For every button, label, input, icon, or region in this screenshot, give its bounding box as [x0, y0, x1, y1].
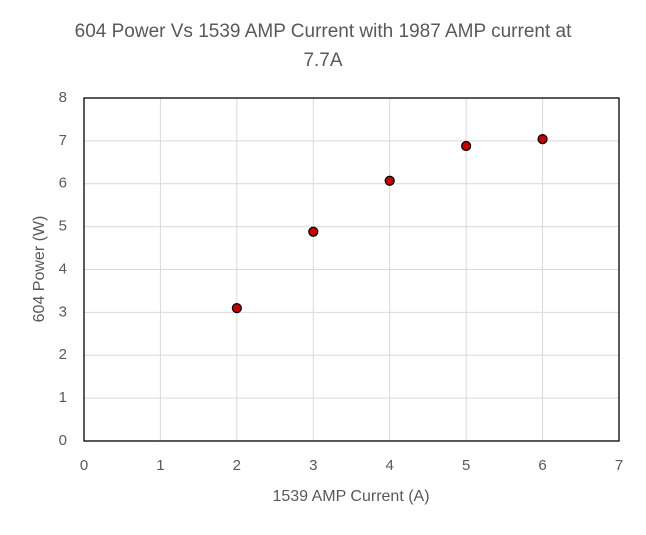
x-tick-label: 4: [386, 457, 394, 474]
data-point: [308, 226, 319, 237]
y-axis-label: 604 Power (W): [31, 216, 48, 323]
x-tick-label: 0: [80, 457, 88, 474]
data-point: [537, 134, 548, 145]
data-point: [461, 140, 472, 152]
data-point: [384, 175, 395, 186]
x-tick-label: 2: [233, 457, 241, 474]
plot-border: [83, 97, 620, 442]
y-tick-label: 7: [59, 132, 67, 149]
y-tick-label: 6: [59, 175, 67, 192]
data-point: [231, 302, 242, 314]
x-tick-label: 1: [156, 457, 164, 474]
y-tick-label: 0: [59, 432, 67, 449]
y-tick-label: 1: [59, 389, 67, 406]
y-tick-label: 8: [59, 89, 67, 106]
y-tick-label: 4: [59, 260, 67, 277]
x-tick-label: 6: [538, 457, 546, 474]
chart-title: 604 Power Vs 1539 AMP Current with 1987 …: [74, 21, 572, 71]
x-tick-label: 7: [615, 457, 623, 474]
y-tick-label: 3: [59, 303, 67, 320]
y-tick-label: 5: [59, 218, 67, 235]
x-axis-label: 1539 AMP Current (A): [272, 488, 429, 505]
x-tick-label: 5: [462, 457, 470, 474]
y-tick-label: 2: [59, 346, 67, 363]
x-tick-label: 3: [309, 457, 317, 474]
